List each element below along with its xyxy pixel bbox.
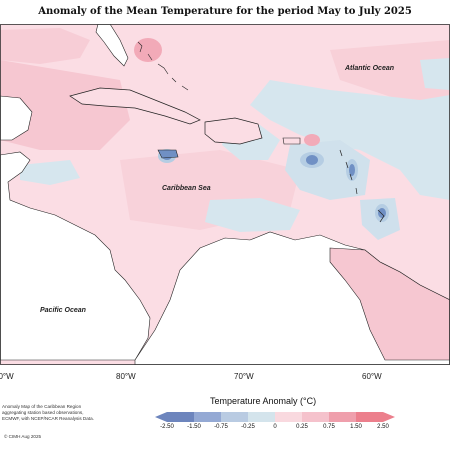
land-central-america [0, 151, 151, 361]
warm-anomaly-patch-north [0, 28, 90, 64]
caption-line-2: aggregating station based observations, [2, 410, 84, 415]
cool-anomaly-atlantic [250, 80, 450, 200]
colorbar-tick-label: 0.25 [296, 424, 308, 430]
credit-text: © CIMH Aug 2025 [4, 434, 42, 439]
colorbar-segment [356, 412, 383, 422]
colorbar-extend-low [155, 412, 167, 422]
longitude-label-60w: 60°W [362, 372, 382, 381]
label-atlantic-ocean: Atlantic Ocean [344, 65, 394, 72]
land-cuba [69, 87, 201, 125]
cool-anomaly-west [20, 160, 80, 185]
warm-spot-pr [304, 134, 320, 146]
land-yucatan [0, 95, 33, 141]
anomaly-map: Atlantic Ocean Caribbean Sea Pacific Oce… [0, 24, 450, 365]
colorbar-tick-label: 1.50 [350, 424, 362, 430]
colorbar [155, 412, 395, 422]
colorbar-tick-label: 2.50 [377, 424, 389, 430]
cool-anomaly-ne [420, 58, 450, 90]
caption-line-1: Anomaly Map of the Caribbean Region [2, 404, 82, 409]
longitude-label-70w: 70°W [234, 372, 254, 381]
warm-land-guianas [329, 247, 450, 361]
label-caribbean-sea: Caribbean Sea [162, 185, 211, 192]
colorbar-tick-label: -0.25 [241, 424, 255, 430]
colorbar-tick-label: -2.50 [160, 424, 174, 430]
colorbar-tick-label: -0.75 [214, 424, 228, 430]
land-jamaica [157, 149, 179, 159]
warm-anomaly-patch-gulf [0, 60, 130, 150]
colorbar-segment [248, 412, 275, 422]
colorbar-segment [221, 412, 248, 422]
colorbar-segment [275, 412, 302, 422]
colorbar-title: Temperature Anomaly (°C) [210, 396, 317, 406]
colorbar-tick-label: -1.50 [187, 424, 201, 430]
colorbar-segment [167, 412, 194, 422]
cool-spot-trinidad-core [378, 208, 386, 218]
colorbar-segment [194, 412, 221, 422]
land-florida [95, 24, 129, 67]
colorbar-segment [329, 412, 356, 422]
longitude-label-80w: 80°W [116, 372, 136, 381]
map-title: Anomaly of the Mean Temperature for the … [38, 6, 412, 17]
colorbar-extend-high [383, 412, 395, 422]
warm-anomaly-patch-east [330, 40, 450, 110]
islands-lesser-antilles [339, 149, 385, 223]
colorbar-tick-label: 0 [273, 424, 277, 430]
land-hispaniola [204, 117, 263, 145]
land-puerto-rico [282, 137, 301, 145]
longitude-label-90w: 90°W [0, 372, 14, 381]
colorbar-segment [302, 412, 329, 422]
caption-line-3: ECMWF, with NCEP/NCAR Reanalysis Data. [2, 416, 94, 421]
cool-spot-lesser-core [349, 164, 355, 176]
label-pacific-ocean: Pacific Ocean [40, 307, 86, 314]
colorbar-tick-label: 0.75 [323, 424, 335, 430]
cool-anomaly-south [205, 198, 300, 232]
cool-spot-east-core [306, 155, 318, 165]
islands-bahamas [137, 41, 189, 91]
warm-spot-bahamas [134, 38, 162, 62]
